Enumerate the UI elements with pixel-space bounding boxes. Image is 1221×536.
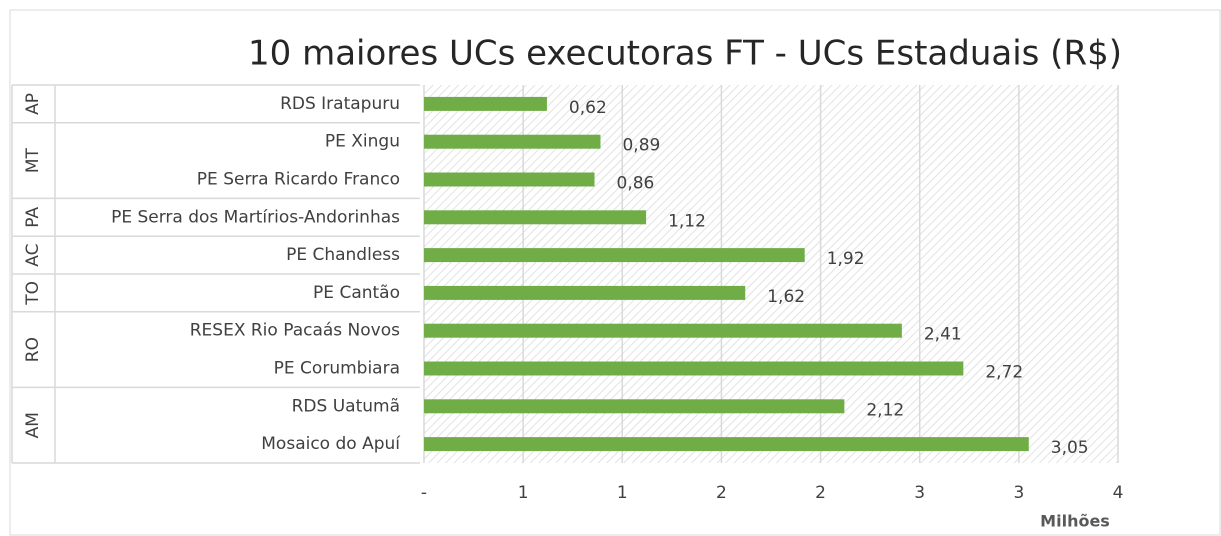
value-label: 3,05 [1051,438,1089,458]
y-tick-label: PE Xingu [325,132,400,152]
y-tick-label: RDS Uatumã [292,396,400,416]
bar [424,96,547,111]
value-label: 2,12 [866,400,904,420]
y-tick-label: RDS Iratapuru [280,94,400,114]
value-label: 0,89 [622,136,660,156]
group-label: PA [23,207,43,228]
y-tick-label: PE Serra Ricardo Franco [197,170,400,190]
bar [424,323,902,338]
x-tick-label: 4 [1113,483,1124,503]
bar [424,399,845,414]
value-label: 0,62 [569,98,607,118]
x-tick-label: 2 [716,483,727,503]
x-tick-label: 3 [914,483,925,503]
x-axis-title: Milhões [1040,512,1110,531]
value-label: 1,92 [827,249,865,269]
group-label: AM [23,412,43,438]
y-tick-label: Mosaico do Apuí [261,434,401,454]
bar [424,361,964,376]
group-label: AP [23,93,43,115]
y-tick-label: PE Serra dos Martírios-Andorinhas [111,207,400,227]
x-tick-label: 1 [617,483,628,503]
group-label: RO [23,337,43,362]
chart-title: 10 maiores UCs executoras FT - UCs Estad… [248,34,1122,74]
value-label: 1,62 [767,287,805,307]
x-tick-label: - [421,483,427,503]
group-label: AC [23,243,43,266]
bar [424,285,746,300]
y-tick-label: RESEX Rio Pacaás Novos [190,321,400,341]
value-label: 0,86 [617,174,655,194]
chart-border [9,9,1221,536]
y-tick-label: PE Chandless [286,245,400,265]
x-tick-label: 1 [518,483,529,503]
group-label: TO [23,281,43,306]
bar [424,134,601,149]
value-label: 1,12 [668,211,706,231]
bar [424,172,595,187]
bar [424,248,805,263]
x-tick-label: 3 [1013,483,1024,503]
y-tick-label: PE Cantão [313,283,400,303]
value-label: 2,72 [985,363,1023,383]
y-tick-label: PE Corumbiara [274,359,400,379]
group-label: MT [23,147,43,173]
value-label: 2,41 [924,325,962,345]
bar [424,210,647,225]
x-tick-label: 2 [815,483,826,503]
bar [424,437,1029,452]
